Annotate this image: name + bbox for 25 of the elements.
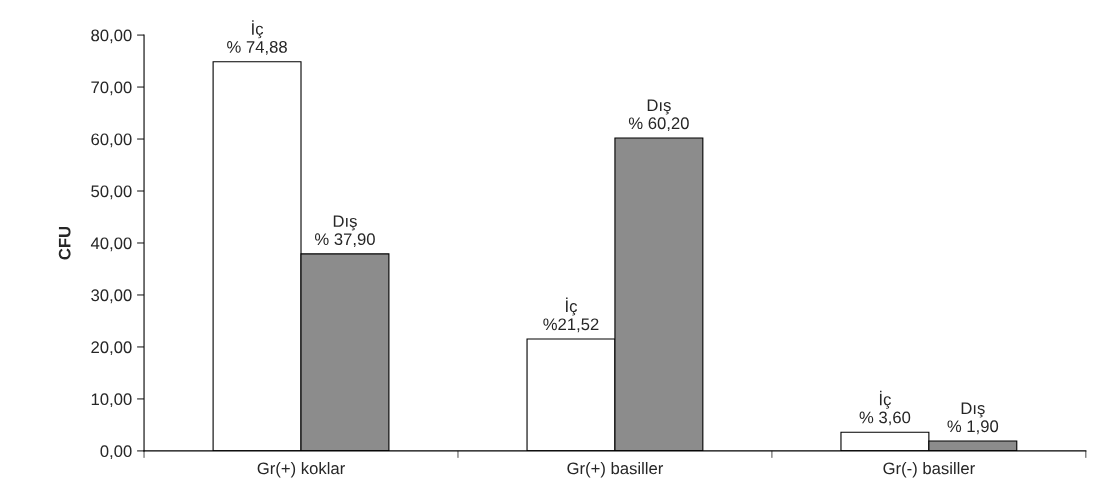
data-label: % 74,88 [227,41,287,55]
y-tick-label: 10,00 [91,393,132,408]
data-label: %21,52 [543,318,599,333]
y-axis-title: CFU [58,226,71,260]
y-tick-label: 70,00 [91,81,132,96]
text: Dış [647,99,671,115]
y-tick-label: 0,00 [100,445,132,460]
text: İç [879,390,891,409]
text: Dış [333,215,357,231]
series-label: Dış [961,402,985,418]
data-label: % 1,90 [947,420,999,435]
text: İç [566,297,578,316]
series-label: İç [252,20,264,39]
y-tick-label: 80,00 [91,29,132,44]
y-tick-label: 40,00 [90,237,132,252]
x-tick-label: Gr(+) koklar [257,462,345,478]
y-tick-label: 60,00 [91,133,132,148]
data-label: % 37,90 [314,233,375,248]
x-tick-label: Gr(+) basiller [567,462,664,478]
y-tick-label: 50,00 [91,185,132,200]
y-tick-label: 30,00 [91,289,132,304]
data-label: % 60,20 [628,117,689,132]
x-tick-label: Gr(-) basiller [883,462,975,478]
data-label: % 3,60 [859,411,911,426]
y-tick-label: 20,00 [91,341,132,356]
